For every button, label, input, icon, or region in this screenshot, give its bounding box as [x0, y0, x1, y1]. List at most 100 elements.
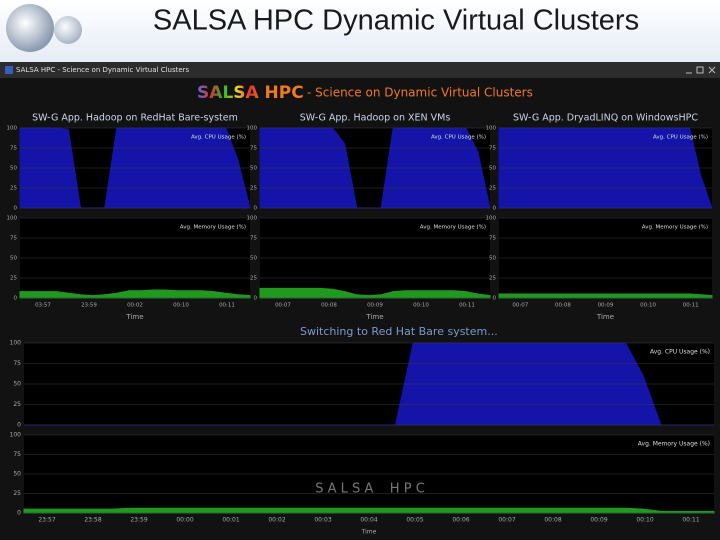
y-tick-label: 50	[250, 256, 257, 262]
y-tick-label: 0	[254, 206, 258, 212]
legend: Avg. CPU Usage (%)	[650, 349, 710, 356]
y-tick-label: 25	[250, 276, 257, 282]
watermark: S A L S A H P C	[315, 482, 425, 497]
legend: Avg. CPU Usage (%)	[191, 135, 246, 141]
area	[498, 293, 713, 299]
x-tick-label: 00:04	[360, 517, 377, 524]
x-tick-label: 00:09	[598, 303, 614, 309]
y-tick-label: 0	[17, 510, 21, 517]
y-tick-label: 50	[489, 256, 496, 262]
x-tick-label: 00:05	[406, 517, 423, 524]
x-tick-label: 00:11	[459, 303, 475, 309]
logo	[6, 4, 54, 52]
x-tick-label: 00:01	[222, 517, 239, 524]
y-tick-label: 0	[493, 296, 497, 302]
x-tick-label: 00:03	[314, 517, 331, 524]
close-button[interactable]	[708, 66, 716, 74]
tagline: - Science on Dynamic Virtual Clusters	[307, 86, 533, 100]
y-tick-label: 100	[247, 216, 258, 222]
legend: Avg. CPU Usage (%)	[653, 135, 708, 141]
x-tick-label: 00:08	[544, 517, 561, 524]
x-tick-label: 00:09	[590, 517, 607, 524]
y-tick-label: 50	[13, 381, 21, 388]
x-tick-label: 00:07	[275, 303, 291, 309]
y-tick-label: 75	[250, 236, 257, 242]
area	[19, 289, 251, 299]
y-tick-label: 0	[14, 296, 18, 302]
y-tick-label: 75	[250, 146, 257, 152]
x-tick-label: 00:02	[127, 303, 143, 309]
y-tick-label: 100	[486, 126, 497, 132]
y-tick-label: 25	[13, 401, 21, 408]
y-tick-label: 0	[493, 206, 497, 212]
y-tick-label: 25	[250, 186, 257, 192]
y-tick-label: 75	[10, 236, 17, 242]
x-tick-label: 00:02	[268, 517, 285, 524]
x-tick-label: 00:07	[512, 303, 528, 309]
x-axis-label: Time	[361, 529, 377, 536]
brand: SALSA HPC	[197, 83, 304, 103]
legend: Avg. Memory Usage (%)	[180, 225, 246, 231]
panel-title: SW-G App. Hadoop on RedHat Bare-system	[32, 113, 238, 124]
x-tick-label: 00:00	[176, 517, 193, 524]
window-title: SALSA HPC - Science on Dynamic Virtual C…	[16, 66, 190, 74]
x-axis-label: Time	[125, 313, 143, 321]
legend: Avg. Memory Usage (%)	[638, 441, 710, 448]
x-tick-label: 00:08	[321, 303, 337, 309]
y-tick-label: 75	[489, 236, 496, 242]
x-tick-label: 03:57	[35, 303, 51, 309]
y-tick-label: 100	[10, 340, 22, 347]
x-tick-label: 00:10	[640, 303, 656, 309]
y-tick-label: 50	[250, 166, 257, 172]
x-tick-label: 23:58	[84, 517, 101, 524]
legend: Avg. Memory Usage (%)	[642, 225, 708, 231]
x-tick-label: 23:59	[81, 303, 97, 309]
y-tick-label: 50	[10, 256, 17, 262]
y-tick-label: 50	[13, 471, 21, 478]
y-tick-label: 50	[10, 166, 17, 172]
y-tick-label: 25	[489, 276, 496, 282]
legend: Avg. Memory Usage (%)	[420, 225, 486, 231]
x-tick-label: 00:11	[219, 303, 235, 309]
x-tick-label: 00:10	[173, 303, 189, 309]
x-tick-label: 00:10	[413, 303, 429, 309]
x-tick-label: 23:57	[38, 517, 55, 524]
x-tick-label: 00:07	[498, 517, 515, 524]
x-tick-label: 00:11	[683, 303, 699, 309]
legend: Avg. CPU Usage (%)	[431, 135, 486, 141]
window-controls[interactable]	[686, 66, 716, 74]
area	[23, 507, 715, 514]
title-bar	[0, 62, 720, 78]
logo	[54, 16, 82, 44]
x-tick-label: 00:08	[555, 303, 571, 309]
y-tick-label: 0	[14, 206, 18, 212]
panel-title: SW-G App. DryadLINQ on WindowsHPC	[513, 113, 698, 124]
slide-header	[0, 0, 720, 62]
x-tick-label: 00:09	[367, 303, 383, 309]
y-tick-label: 100	[247, 126, 258, 132]
x-tick-label: 00:06	[452, 517, 469, 524]
y-tick-label: 100	[7, 126, 18, 132]
panel-title: SW-G App. Hadoop on XEN VMs	[300, 113, 451, 124]
slide-title: SALSA HPC Dynamic Virtual Clusters	[153, 5, 639, 37]
app-icon	[5, 66, 13, 74]
x-tick-label: 23:59	[130, 517, 147, 524]
x-axis-label: Time	[596, 313, 614, 321]
y-tick-label: 25	[489, 186, 496, 192]
area	[259, 287, 491, 299]
y-tick-label: 50	[489, 166, 496, 172]
y-tick-label: 0	[254, 296, 258, 302]
x-tick-label: 00:11	[682, 517, 699, 524]
y-tick-label: 100	[10, 432, 22, 439]
status-text: Switching to Red Hat Bare system...	[300, 325, 498, 338]
y-tick-label: 100	[486, 216, 497, 222]
maximize-button[interactable]	[696, 66, 704, 74]
y-tick-label: 0	[17, 422, 21, 429]
x-axis-label: Time	[365, 313, 383, 321]
y-tick-label: 75	[489, 146, 496, 152]
y-tick-label: 25	[10, 276, 17, 282]
y-tick-label: 75	[10, 146, 17, 152]
y-tick-label: 100	[7, 216, 18, 222]
y-tick-label: 75	[13, 360, 21, 367]
